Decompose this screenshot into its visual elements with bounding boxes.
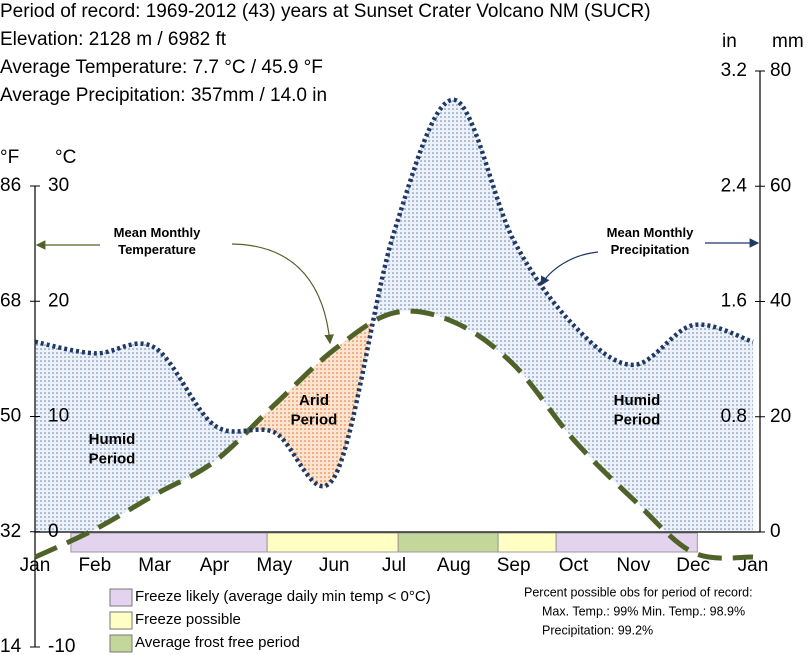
humid-area [35, 99, 753, 532]
precipitation-line [34, 97, 754, 489]
x-tick-label: Dec [676, 555, 710, 576]
humid-label: Humid Period [89, 431, 136, 468]
y-tick-label-f: 86 [0, 175, 21, 196]
x-tick-label: Jan [738, 555, 769, 576]
legend-swatch [109, 588, 133, 607]
y2-tick-label-in: 0.8 [721, 406, 747, 427]
footnote: Max. Temp.: 99% Min. Temp.: 98.9% [542, 604, 745, 618]
legend-label: Freeze likely (average daily min temp < … [135, 588, 431, 605]
axis-title: in [722, 31, 737, 52]
x-tick-label: Aug [437, 555, 471, 576]
y-tick-label: 20 [48, 290, 69, 311]
legend-label: Average frost free period [135, 634, 300, 651]
footnote: Percent possible obs for period of recor… [524, 585, 753, 599]
header-line: Period of record: 1969-2012 (43) years a… [0, 1, 651, 22]
x-tick-label: Mar [138, 555, 171, 576]
x-tick-label: Nov [616, 555, 650, 576]
x-tick-label: Jul [382, 555, 406, 576]
y2-tick-label: 60 [770, 175, 791, 196]
y2-tick-label-in: 3.2 [721, 60, 747, 81]
freeze-band [497, 532, 557, 553]
annotation-arrow [231, 243, 334, 345]
x-tick-label: Apr [200, 555, 230, 576]
axis-title: °C [55, 147, 76, 168]
x-tick-label: Jun [319, 555, 350, 576]
x-tick-label: Sep [497, 555, 531, 576]
y-tick-label: 30 [48, 175, 69, 196]
y-tick-label-f: 50 [0, 406, 21, 427]
freeze-band [266, 532, 399, 553]
arid-label: Arid Period [291, 392, 338, 429]
y-tick-label: 0 [48, 521, 59, 542]
axis-title: mm [772, 31, 804, 52]
x-tick-label: Feb [78, 555, 111, 576]
annotation-arrow [540, 251, 599, 287]
y2-tick-label: 0 [770, 521, 781, 542]
y-tick-label: 10 [48, 406, 69, 427]
y2-tick-label: 80 [770, 60, 791, 81]
legend-swatch [109, 611, 133, 630]
x-tick-label: Oct [559, 555, 589, 576]
x-tick-label: May [256, 555, 292, 576]
precipitation-annotation: Mean Monthly Precipitation [607, 225, 694, 257]
temperature-line [33, 308, 754, 561]
freeze-band [555, 532, 698, 553]
freeze-band [70, 532, 268, 553]
legend-swatch [109, 634, 133, 653]
y-tick-label-f: 68 [0, 290, 21, 311]
y-tick-label-f: 14 [0, 636, 22, 655]
x-tick-label: Jan [20, 555, 51, 576]
y2-tick-label: 40 [770, 291, 791, 312]
y-tick-label-f: 32 [0, 521, 21, 542]
y2-tick-label: 20 [770, 406, 791, 427]
temperature-annotation: Mean Monthly Temperature [114, 225, 201, 257]
freeze-band [397, 532, 499, 553]
axis-title: °F [0, 147, 19, 168]
y2-tick-label-in: 2.4 [721, 175, 748, 196]
footnote: Precipitation: 99.2% [542, 623, 653, 637]
header-line: Elevation: 2128 m / 6982 ft [0, 29, 227, 50]
header-line: Average Temperature: 7.7 °C / 45.9 °F [0, 57, 323, 78]
humid-label: Humid Period [614, 392, 661, 429]
y2-tick-label-in: 1.6 [721, 291, 747, 312]
y-tick-label: -10 [48, 636, 75, 655]
header-line: Average Precipitation: 357mm / 14.0 in [0, 85, 327, 106]
legend-label: Freeze possible [135, 611, 241, 628]
